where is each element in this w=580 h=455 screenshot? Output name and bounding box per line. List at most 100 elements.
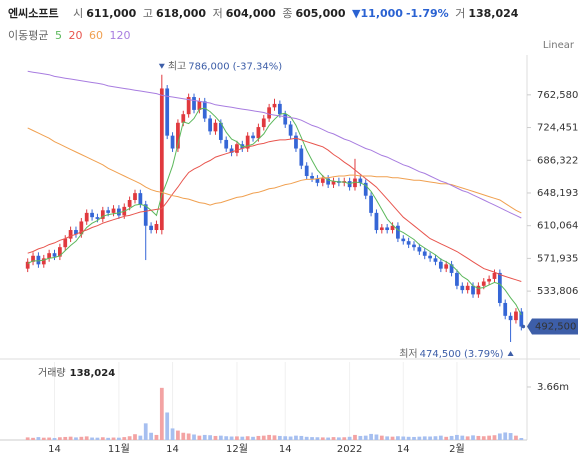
- volume-bar: [170, 428, 175, 440]
- candle-body: [84, 212, 89, 222]
- candle-body: [406, 241, 411, 245]
- volume-bar: [47, 437, 52, 440]
- high-note: 최고 786,000 (-37.34%): [168, 61, 282, 73]
- candle-body: [497, 272, 502, 303]
- volume-bar: [497, 433, 502, 440]
- candle-body: [106, 210, 111, 213]
- close-label: 종: [282, 7, 293, 20]
- volume-bar: [283, 436, 288, 440]
- candle-body: [363, 182, 368, 196]
- candle-body: [508, 315, 513, 321]
- volume-bar: [149, 432, 153, 440]
- candle-body: [294, 135, 298, 149]
- volume-bar: [122, 437, 127, 440]
- volume-bar: [315, 437, 320, 440]
- volume-bar: [192, 434, 196, 440]
- low-note-label: 최저: [399, 348, 417, 360]
- ma-line: [27, 107, 522, 316]
- candle-body: [127, 200, 132, 207]
- candle-body: [369, 195, 373, 213]
- candle-body: [235, 144, 239, 153]
- candle-body: [299, 148, 304, 166]
- volume-bar: [471, 435, 475, 440]
- x-tick-label: 14: [48, 444, 61, 455]
- candle-body: [428, 255, 432, 259]
- candle-body: [25, 261, 30, 269]
- volume-bar: [401, 436, 406, 440]
- volume-bar: [235, 436, 239, 440]
- candle-body: [202, 101, 207, 119]
- candle-body: [256, 127, 261, 139]
- candle-body: [304, 165, 309, 176]
- candle-body: [79, 221, 84, 235]
- volume-bar: [165, 412, 170, 440]
- candle-body: [197, 101, 202, 110]
- volume-bar: [476, 435, 481, 440]
- candle-body: [143, 204, 148, 226]
- volume-bar: [202, 434, 207, 440]
- candle-body: [379, 227, 384, 231]
- volume-bar: [100, 437, 105, 440]
- volume-bar: [267, 434, 272, 440]
- candle-body: [229, 148, 234, 153]
- candle-body: [111, 208, 116, 213]
- volume-bar: [176, 430, 180, 440]
- volume-title: 거래량: [38, 367, 66, 379]
- candle-body: [218, 122, 223, 140]
- volume-bar: [428, 436, 432, 440]
- candle-body: [272, 103, 277, 108]
- candle-body: [315, 178, 320, 183]
- volume-bar: [63, 436, 68, 440]
- candle-body: [326, 178, 331, 185]
- volume-bar: [460, 435, 465, 440]
- volume-bar: [465, 436, 470, 440]
- volume-bar: [272, 435, 277, 440]
- candle-body: [224, 139, 229, 149]
- volume-bar: [385, 436, 390, 440]
- volume-bar: [514, 435, 518, 440]
- x-tick-label: 12월: [226, 443, 248, 455]
- volume-bar: [337, 437, 341, 440]
- change-pct: -1.79%: [405, 7, 449, 20]
- candle-body: [154, 224, 159, 231]
- volume-bar: [208, 435, 212, 440]
- candle-body: [68, 230, 73, 239]
- volume-bar: [68, 436, 73, 440]
- volume-bar: [508, 433, 513, 440]
- candle-body: [396, 225, 400, 239]
- volume-bar: [31, 437, 35, 440]
- candle-body: [476, 285, 481, 295]
- volume-bar: [369, 433, 373, 440]
- volume-bar: [487, 435, 492, 440]
- volume-bar: [304, 436, 309, 440]
- volume-bar: [224, 436, 229, 440]
- y-tick-label: 724,451: [537, 123, 578, 134]
- candle-body: [465, 285, 470, 291]
- x-tick-label: 2월: [449, 443, 465, 455]
- volume-last: 138,024: [70, 368, 116, 379]
- volume-bar: [41, 437, 46, 440]
- y-tick-label: 610,064: [537, 221, 578, 232]
- volume-bar: [106, 437, 111, 440]
- volume-bar: [353, 434, 357, 440]
- header: 엔씨소프트 시 611,000 고 618,000 저 604,000 종 605,00…: [8, 5, 521, 21]
- volume-bar: [299, 435, 304, 440]
- ma-line: [27, 137, 522, 282]
- candle-body: [444, 264, 449, 269]
- volume-bar: [331, 437, 336, 440]
- candle-body: [455, 272, 459, 286]
- candle-body: [138, 193, 143, 205]
- low-note-pct: (3.79%): [464, 349, 504, 360]
- candle-body: [283, 114, 288, 125]
- volume-bar: [288, 436, 293, 440]
- volume-bar: [374, 434, 379, 440]
- volume-short-label: 거: [455, 7, 466, 20]
- ma-title: 이동평균: [8, 29, 49, 42]
- volume-bar: [74, 437, 78, 440]
- volume-bar: [245, 436, 250, 440]
- volume-bar: [127, 436, 132, 440]
- low-note-value: 474,500: [420, 349, 461, 360]
- candle-body: [31, 255, 35, 262]
- candle-body: [208, 118, 212, 132]
- candle-body: [213, 122, 218, 132]
